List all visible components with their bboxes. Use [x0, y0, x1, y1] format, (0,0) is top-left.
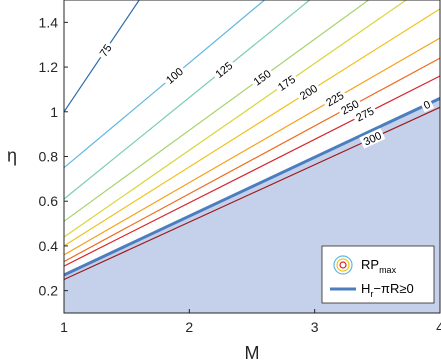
- x-tick-label: 3: [311, 319, 319, 335]
- legend-entry-rp: RPmax: [361, 257, 397, 275]
- x-tick-label: 2: [185, 319, 193, 335]
- contour-line-150: [63, 0, 369, 222]
- contour-label-225-background: [321, 87, 348, 110]
- contour-line-250: [63, 57, 441, 263]
- y-axis-title: η: [7, 146, 17, 166]
- y-tick-label: 0.4: [39, 238, 59, 254]
- y-tick-label: 0.8: [39, 149, 59, 165]
- contour-line-225: [63, 37, 441, 256]
- y-tick-label: 1.4: [39, 14, 59, 30]
- legend: RPmax Hr−πR≥0: [321, 245, 435, 304]
- contour-label-boundary-0-background: [419, 96, 435, 113]
- contour-line-200: [63, 8, 441, 247]
- legend-rp-subscript: max: [379, 265, 397, 275]
- legend-h-suffix: −πR≥0: [373, 281, 413, 296]
- legend-h-label: H: [361, 281, 370, 296]
- contour-line-275: [63, 75, 441, 267]
- contour-label-250-background: [336, 96, 363, 118]
- boundary-line: [63, 97, 441, 277]
- y-tick-label: 1.2: [39, 59, 59, 75]
- contour-label-boundary-0: 0: [419, 96, 435, 113]
- contour-label-175-background: [273, 71, 300, 95]
- x-tick-label: 4: [436, 319, 441, 335]
- contour-label-150-background: [249, 65, 275, 90]
- contour-label-275-background: [351, 103, 378, 125]
- plot-frame: [63, 0, 441, 314]
- x-tick-label: 1: [60, 319, 68, 335]
- legend-contour-icon: [333, 255, 353, 275]
- x-axis-title: M: [245, 343, 260, 363]
- contour-label-125-background: [210, 57, 237, 82]
- legend-h-subscript: r: [370, 289, 373, 299]
- legend-entry-boundary: Hr−πR≥0: [361, 281, 414, 299]
- contour-label-75: 75: [95, 39, 116, 61]
- contour-label-100-background: [161, 63, 188, 88]
- y-ticks: 0.2 0.4 0.6 0.8 1 1.2 1.4: [39, 14, 68, 299]
- contour-label-150: 150: [249, 65, 275, 90]
- legend-rp-label: RP: [361, 257, 379, 272]
- contour-label-175: 175: [273, 71, 300, 95]
- y-tick-label: 0.6: [39, 193, 59, 209]
- contour-line-175: [63, 0, 407, 238]
- contour-label-300-background: [359, 128, 386, 149]
- contour-line-125: [63, 0, 311, 200]
- contour-label-200-background: [295, 80, 322, 104]
- contour-label-75-text: 75: [98, 42, 115, 59]
- contour-label-200: 200: [295, 80, 322, 104]
- y-tick-label: 0.2: [39, 283, 59, 299]
- contour-line-100: [63, 0, 265, 169]
- legend-box: [321, 245, 435, 304]
- y-tick-label: 1: [50, 104, 58, 120]
- contour-label-75-background: [95, 39, 116, 61]
- contour-label-boundary-0-text: 0: [422, 99, 433, 112]
